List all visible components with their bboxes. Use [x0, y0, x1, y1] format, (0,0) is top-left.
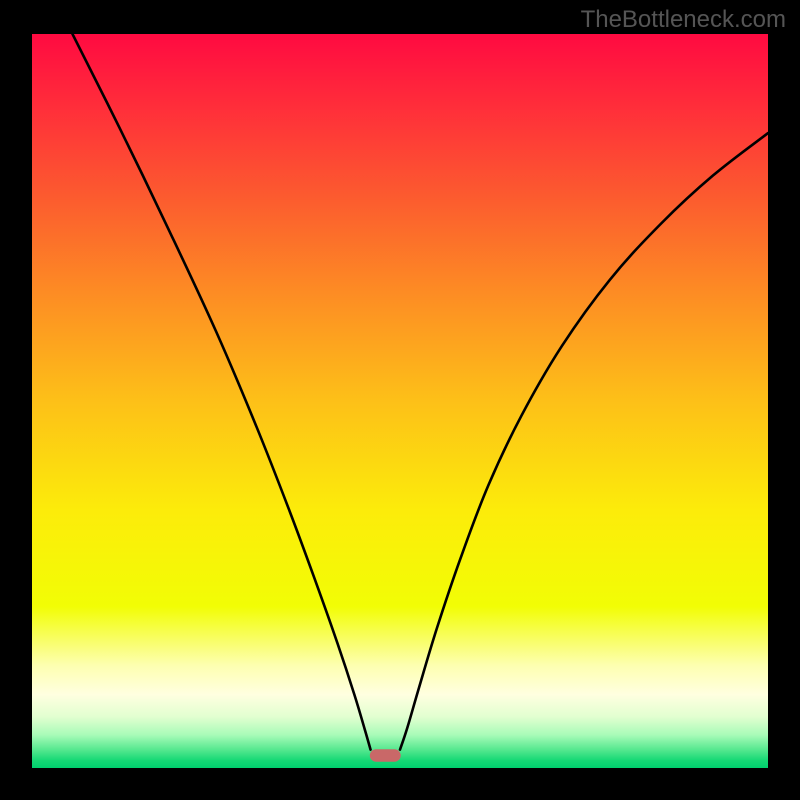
chart-container: { "watermark": { "text": "TheBottleneck.…	[0, 0, 800, 800]
plot-area	[32, 34, 768, 768]
watermark-text: TheBottleneck.com	[581, 6, 786, 34]
trough-marker	[370, 749, 401, 761]
chart-svg	[32, 34, 768, 768]
gradient-background	[32, 34, 768, 768]
